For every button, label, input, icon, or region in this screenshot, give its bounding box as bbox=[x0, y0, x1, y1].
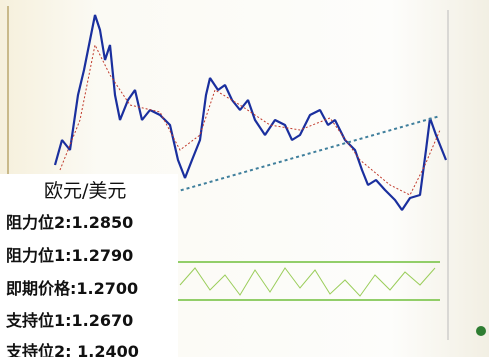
status-dot bbox=[476, 326, 486, 336]
level: 阻力位1:1.2790 bbox=[6, 246, 134, 265]
level: 支持位2: 1.2400 bbox=[6, 342, 139, 357]
level: 即期价格:1.2700 bbox=[6, 279, 139, 298]
panel-title: 欧元/美元 bbox=[44, 180, 127, 202]
level: 支持位1:1.2670 bbox=[6, 311, 134, 330]
moving-average bbox=[59, 43, 441, 196]
info-panel: 欧元/美元 阻力位2:1.2850 阻力位1:1.2790 即期价格:1.270… bbox=[0, 174, 178, 357]
level: 阻力位2:1.2850 bbox=[6, 213, 134, 232]
price-line bbox=[53, 14, 448, 211]
indicator-line bbox=[179, 267, 436, 297]
trend-line bbox=[174, 115, 441, 193]
